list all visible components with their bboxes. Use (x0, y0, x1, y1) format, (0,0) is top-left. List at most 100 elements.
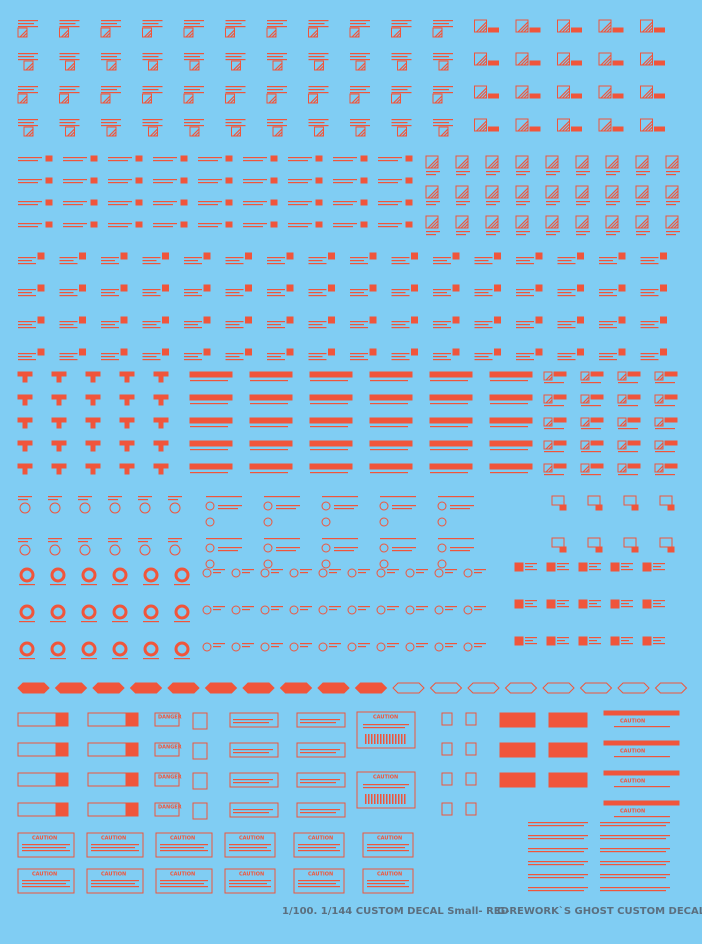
decal-text-line (474, 260, 489, 262)
decal-hatch (606, 93, 612, 99)
decal-circle (263, 559, 273, 569)
decal-text-line (18, 356, 32, 358)
decal-text-line (184, 321, 202, 323)
decal-text-line (198, 160, 218, 162)
decal-text-line (350, 356, 364, 358)
decal-hatch (603, 123, 612, 132)
decal-block (595, 546, 603, 553)
decal-block (627, 417, 641, 423)
decal-text-line (544, 405, 564, 407)
decal-text-line (640, 257, 659, 259)
decal-text-line (589, 643, 601, 645)
decal-hatch (667, 157, 679, 169)
decal-text-line (59, 321, 78, 323)
decal-block (543, 463, 553, 473)
decal-text-line (59, 92, 80, 94)
decal-text-line (142, 327, 161, 329)
decal-text-line (516, 263, 534, 265)
decal-hatch (485, 96, 487, 99)
decal-text-line (350, 26, 370, 28)
decal-block (654, 463, 664, 473)
decal-block (308, 93, 318, 104)
decal-arrow (54, 682, 88, 694)
decal-text-line (640, 356, 655, 358)
decal-text-line (333, 182, 353, 184)
decal-text-line (267, 92, 287, 94)
decal-text-line (160, 880, 208, 882)
decal-hatch (548, 468, 553, 473)
decal-hatch (28, 65, 34, 71)
decal-hatch (562, 24, 570, 33)
decal-text-line (267, 295, 285, 297)
decal-text-line (557, 321, 576, 323)
decal-block (120, 348, 128, 356)
decal-hatch (606, 60, 612, 66)
decal-text-line (486, 174, 496, 176)
decal-text-line (225, 289, 244, 291)
decal-circle (205, 543, 215, 553)
decal-text-line (433, 119, 453, 121)
decal-circle (109, 502, 121, 514)
decal-text-line (101, 295, 119, 297)
decal-label: CAUTION (101, 872, 126, 878)
decal-block (245, 316, 252, 324)
decal-text-line (433, 53, 453, 55)
decal-hatch (622, 468, 627, 473)
decal-text-line (350, 119, 370, 121)
decal-block (571, 27, 582, 33)
decal-circle (202, 568, 212, 578)
decal-block (189, 463, 233, 470)
decal-hatch (640, 160, 649, 169)
decal-icon (50, 604, 66, 620)
decal-text-line (264, 538, 300, 540)
decal-icon (81, 641, 97, 657)
decal-text-line (310, 380, 348, 382)
decal-text-line (636, 171, 650, 173)
decal-text-line (516, 204, 526, 206)
decal-hatch (640, 190, 649, 199)
decal-text-line (576, 204, 586, 206)
decal-arrow (92, 682, 125, 694)
decal-hatch (585, 422, 590, 427)
decal-hatch (354, 32, 360, 38)
decal-block (640, 19, 653, 33)
decal-hatch (568, 96, 570, 99)
decal-label: DANGER (158, 775, 182, 781)
decal-hatch (430, 160, 439, 169)
decal-text-line (391, 295, 410, 297)
decal-text-line (184, 327, 202, 329)
decal-block (598, 52, 612, 66)
decal-circle (260, 605, 270, 615)
decal-text-line (184, 56, 200, 58)
decal-block (623, 495, 637, 506)
decal-text-line (168, 499, 178, 501)
decal-arrow (129, 682, 163, 694)
decal-text-line (557, 600, 569, 602)
decal-text-line (391, 92, 412, 94)
decal-block (349, 93, 360, 104)
decal-text-line (59, 86, 80, 88)
decal-hatch (642, 120, 653, 132)
decal-block (595, 504, 603, 511)
decal-block (56, 444, 62, 452)
decal-hatch (479, 24, 487, 33)
decal-hatch (322, 68, 324, 71)
decal-hatch (526, 196, 529, 199)
decal-hatch (568, 129, 570, 132)
decal-text-line (486, 204, 496, 206)
decal-hatch (239, 134, 241, 137)
decal-text-line (614, 756, 670, 758)
decal-block (664, 417, 678, 423)
decal-text-line (18, 179, 42, 181)
decal-arrow (542, 682, 575, 694)
decal-text-line (618, 428, 638, 430)
decal-text-line (153, 204, 173, 206)
decal-hatch (553, 223, 559, 229)
decal-text-line (143, 621, 159, 623)
decal-label: CAUTION (377, 872, 402, 878)
decal-block (106, 126, 117, 137)
decal-text-line (391, 89, 408, 91)
decal-block (397, 126, 407, 137)
decal-label: CAUTION (170, 872, 195, 878)
decal-text-line (184, 122, 200, 124)
